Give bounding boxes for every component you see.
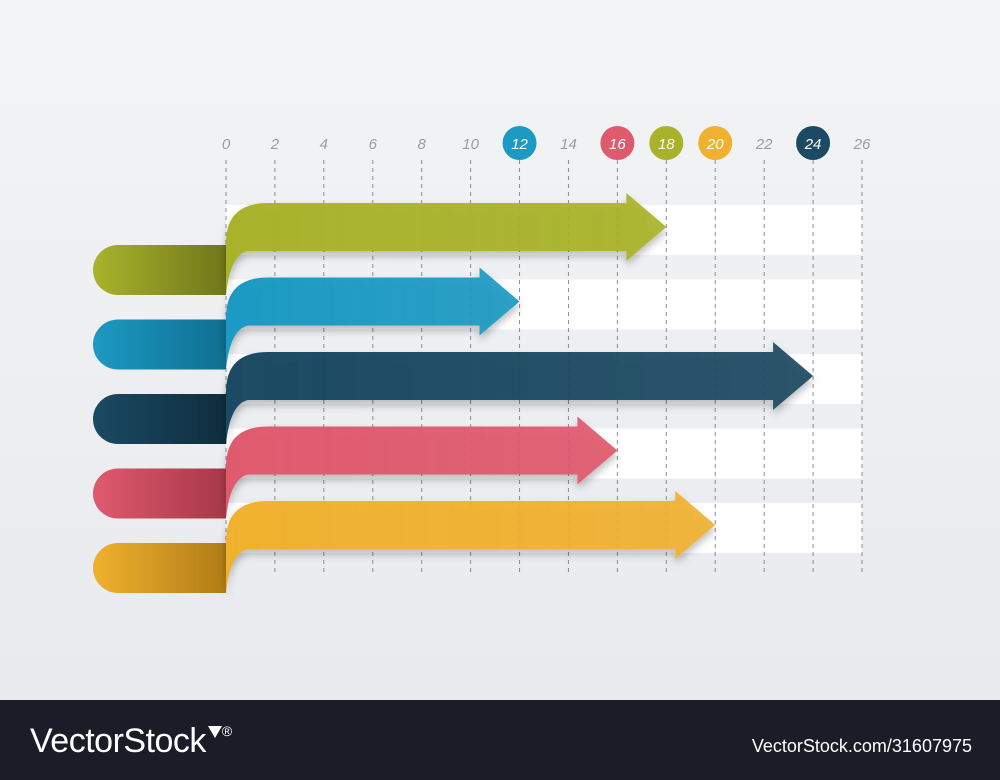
value-arrow — [226, 267, 520, 370]
tick-label: 2 — [270, 136, 280, 153]
tick-label: 10 — [462, 136, 479, 153]
tick-marker-circle — [649, 126, 684, 160]
tick-label: 24 — [804, 136, 822, 153]
tick-label: 18 — [658, 136, 675, 153]
registered-mark: ® — [221, 723, 232, 739]
footer-bar: VectorStock ® VectorStock.com/31607975 — [0, 700, 1000, 780]
tick-label: 8 — [418, 136, 427, 153]
tick-label: 14 — [560, 136, 577, 153]
value-arrow — [226, 491, 716, 593]
tick-marker-circle — [698, 126, 733, 160]
tick-marker-circle — [502, 126, 537, 160]
value-arrow — [226, 193, 667, 295]
category-tab — [93, 394, 226, 444]
chart-canvas: 0 2 4 6 8 10 12 14 16 18 20 22 24 26 — [0, 0, 1000, 700]
tick-label: 20 — [706, 136, 724, 153]
tick-label: 12 — [511, 136, 528, 153]
tick-marker-circle — [600, 126, 635, 160]
category-tab — [93, 543, 226, 593]
category-tab — [92, 468, 226, 519]
tick-label: 26 — [853, 136, 871, 153]
bar-chart: 0 2 4 6 8 10 12 14 16 18 20 22 24 26 — [92, 126, 871, 593]
value-arrow — [226, 416, 618, 519]
category-tab — [93, 245, 226, 295]
brand-name: VectorStock — [30, 722, 206, 760]
stock-id: VectorStock.com/31607975 — [751, 736, 972, 756]
logo-mark-icon — [207, 726, 222, 738]
tick-marker-circle — [796, 126, 831, 160]
value-arrow — [226, 342, 814, 444]
category-tab — [92, 319, 226, 370]
tick-label: 6 — [369, 136, 378, 153]
tick-label: 22 — [755, 136, 773, 153]
tick-label: 0 — [222, 136, 231, 153]
brand-logo: VectorStock ® — [30, 722, 232, 761]
tick-label: 16 — [609, 136, 626, 153]
tick-label: 4 — [320, 136, 328, 153]
